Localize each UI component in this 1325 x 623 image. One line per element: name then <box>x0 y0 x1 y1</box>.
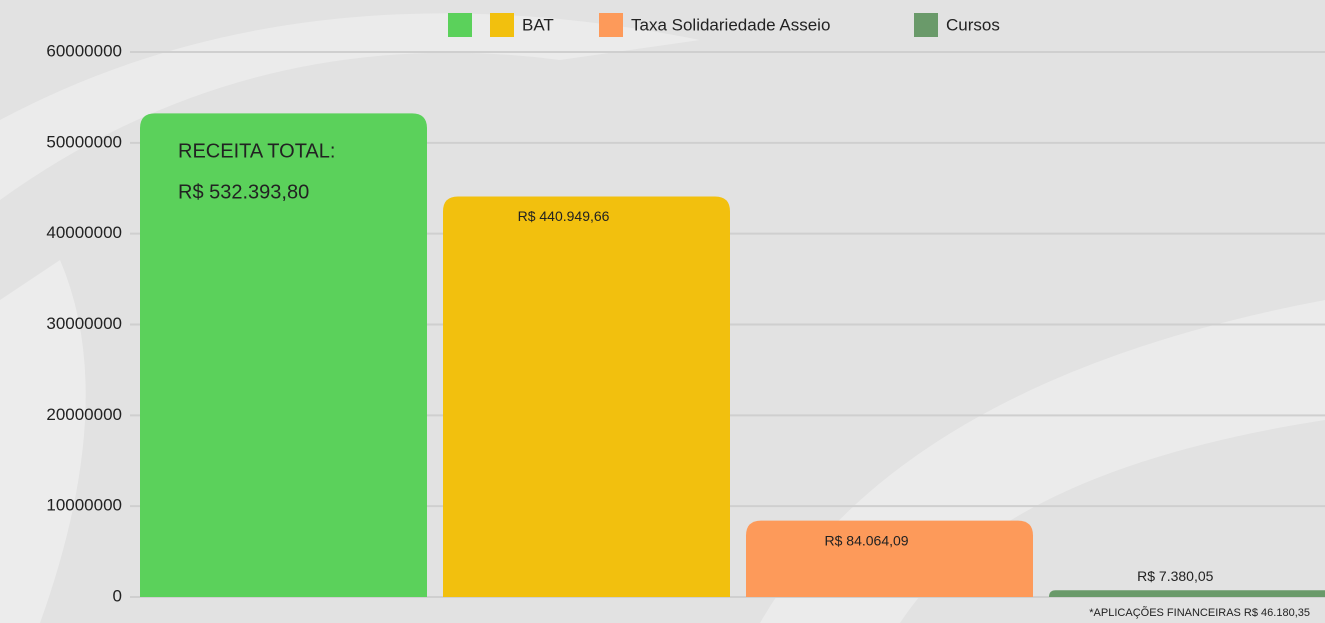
legend-swatch <box>448 13 472 37</box>
legend-swatch <box>490 13 514 37</box>
value-label: R$ 440.949,66 <box>518 208 610 224</box>
y-tick-label: 30000000 <box>46 314 122 333</box>
legend-swatch <box>599 13 623 37</box>
background-swirl <box>0 13 700 200</box>
value-label: R$ 84.064,09 <box>825 532 909 548</box>
value-label: R$ 7.380,05 <box>1137 568 1213 584</box>
footnote: *APLICAÇÕES FINANCEIRAS R$ 46.180,35 <box>1089 606 1310 619</box>
y-tick-label: 40000000 <box>46 223 122 242</box>
legend-label: Cursos <box>946 15 1000 34</box>
bar <box>443 196 730 598</box>
y-tick-label: 10000000 <box>46 496 122 515</box>
y-tick-label: 0 <box>113 586 122 605</box>
value-label: R$ 532.393,80 <box>178 182 309 204</box>
legend-label: BAT <box>522 15 554 34</box>
legend-label: Taxa Solidariedade Asseio <box>631 15 830 34</box>
y-tick-label: 20000000 <box>46 405 122 424</box>
annotation: RECEITA TOTAL: <box>178 141 335 163</box>
bar <box>1049 590 1325 597</box>
bar <box>746 520 1033 597</box>
legend-swatch <box>914 13 938 37</box>
bar <box>140 113 427 597</box>
background-swirl <box>0 260 86 623</box>
y-tick-label: 50000000 <box>46 132 122 151</box>
y-tick-label: 60000000 <box>46 41 122 60</box>
